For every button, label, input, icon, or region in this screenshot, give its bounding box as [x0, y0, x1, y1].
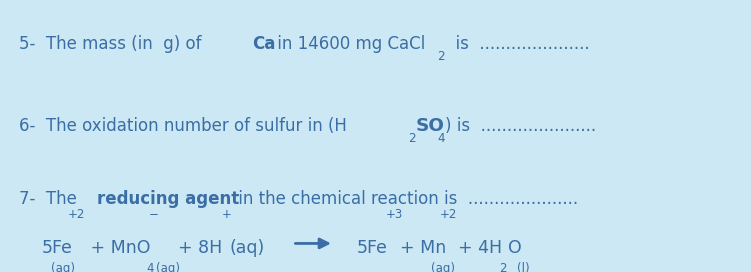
Text: Ca: Ca — [252, 35, 276, 53]
Text: 2: 2 — [408, 132, 415, 145]
Text: O: O — [508, 239, 521, 257]
Text: −: − — [149, 208, 159, 221]
Text: (aq): (aq) — [230, 239, 264, 257]
Text: + Mn: + Mn — [400, 239, 447, 257]
Text: 5Fe: 5Fe — [41, 239, 72, 257]
Text: 5-  The mass (in  g) of: 5- The mass (in g) of — [19, 35, 207, 53]
Text: reducing agent: reducing agent — [97, 190, 239, 208]
Text: +3: +3 — [385, 208, 403, 221]
Text: is  .....................: is ..................... — [445, 35, 590, 53]
Text: 4: 4 — [437, 132, 445, 145]
Text: +: + — [222, 208, 232, 221]
Text: 6-  The oxidation number of sulfur in (H: 6- The oxidation number of sulfur in (H — [19, 117, 347, 135]
Text: +2: +2 — [68, 208, 86, 221]
Text: (aq): (aq) — [156, 262, 179, 272]
Text: 2: 2 — [499, 262, 506, 272]
Text: 7-  The: 7- The — [19, 190, 82, 208]
Text: +2: +2 — [439, 208, 457, 221]
Text: 5Fe: 5Fe — [357, 239, 388, 257]
Text: + 4H: + 4H — [458, 239, 502, 257]
Text: + MnO: + MnO — [86, 239, 151, 257]
Text: in the chemical reaction is  .....................: in the chemical reaction is ............… — [233, 190, 578, 208]
Text: 2: 2 — [437, 50, 445, 63]
Text: ) is  ......................: ) is ...................... — [445, 117, 596, 135]
Text: 4: 4 — [146, 262, 153, 272]
Text: (l): (l) — [517, 262, 530, 272]
Text: (aq): (aq) — [431, 262, 455, 272]
Text: (aq): (aq) — [51, 262, 75, 272]
Text: in 14600 mg CaCl: in 14600 mg CaCl — [272, 35, 425, 53]
Text: + 8H: + 8H — [179, 239, 222, 257]
Text: SO: SO — [415, 117, 445, 135]
